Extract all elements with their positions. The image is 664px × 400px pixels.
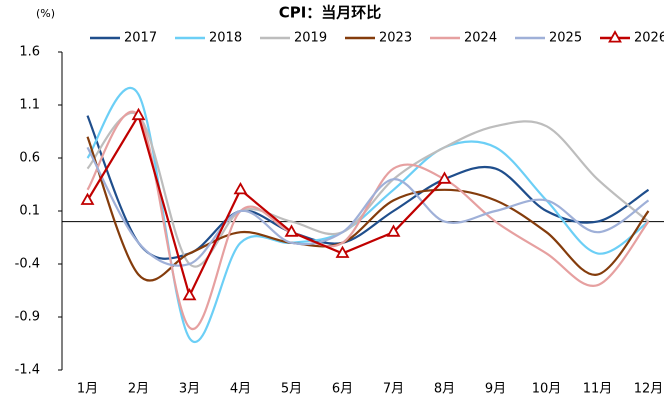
y-tick-label: 1.6 (19, 45, 40, 60)
series-line (86, 110, 650, 331)
y-tick-label: -0.9 (15, 310, 40, 325)
chart-title: CPI：当月环比 (279, 4, 382, 22)
y-tick-label: 0.6 (19, 151, 40, 166)
legend-label: 2023 (379, 31, 412, 46)
y-tick-label: 0.1 (19, 204, 40, 219)
y-unit: (%) (36, 7, 55, 20)
legend-label: 2017 (124, 31, 157, 46)
marker (386, 224, 401, 237)
marker (335, 245, 350, 258)
series-line (86, 115, 650, 260)
legend-label: 2018 (209, 31, 242, 46)
legend-label: 2026 (634, 31, 664, 46)
x-tick-label: 10月 (532, 382, 562, 397)
marker (437, 171, 452, 184)
x-tick-label: 2月 (128, 382, 149, 397)
x-tick-label: 8月 (434, 382, 455, 397)
x-tick-label: 9月 (485, 382, 506, 397)
legend-label: 2025 (549, 31, 582, 46)
x-tick-label: 6月 (332, 382, 353, 397)
legend-marker (608, 30, 622, 43)
marker (233, 181, 248, 195)
x-tick-label: 1月 (77, 382, 98, 397)
x-tick-label: 3月 (179, 382, 200, 397)
x-tick-label: 4月 (230, 382, 251, 397)
series-line (86, 112, 446, 299)
marker (80, 192, 95, 205)
legend-label: 2019 (294, 31, 327, 46)
marker (284, 224, 299, 237)
y-tick-label: -1.4 (15, 363, 40, 378)
y-tick-label: -0.4 (15, 257, 40, 272)
x-tick-label: 12月 (634, 382, 664, 397)
x-tick-label: 11月 (583, 382, 613, 397)
x-tick-label: 7月 (383, 382, 404, 397)
marker (131, 107, 146, 121)
y-tick-label: 1.1 (19, 98, 40, 113)
x-tick-label: 5月 (281, 382, 302, 397)
legend-label: 2024 (464, 31, 497, 46)
marker (182, 287, 197, 301)
series-line (86, 136, 650, 282)
series-line (86, 146, 650, 267)
